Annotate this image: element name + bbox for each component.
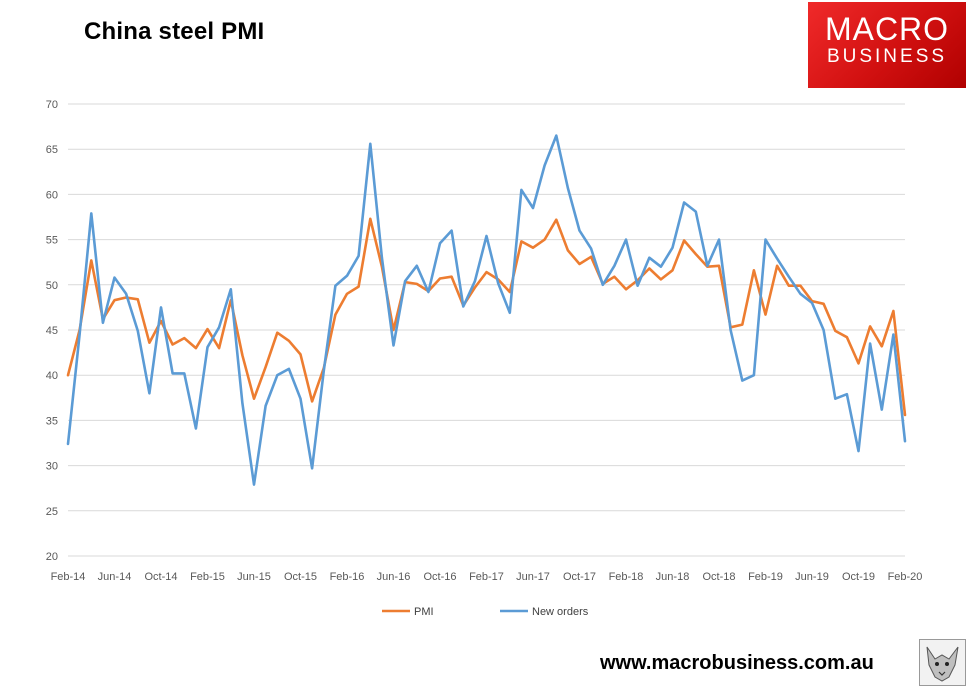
x-tick-label: Feb-19 — [748, 571, 783, 583]
x-tick-label: Oct-18 — [702, 571, 735, 583]
x-tick-label: Jun-17 — [516, 571, 550, 583]
y-axis-tick-labels: 20 25 30 35 40 45 50 55 60 65 70 — [46, 99, 58, 563]
x-tick-label: Feb-14 — [51, 571, 86, 583]
logo-line-business: BUSINESS — [826, 46, 948, 67]
y-tick-label: 20 — [46, 551, 58, 563]
y-tick-label: 40 — [46, 370, 58, 382]
x-tick-label: Oct-17 — [563, 571, 596, 583]
x-tick-label: Jun-15 — [237, 571, 271, 583]
x-tick-label: Jun-18 — [656, 571, 690, 583]
legend-label-pmi: PMI — [414, 606, 434, 618]
x-tick-label: Feb-16 — [330, 571, 365, 583]
wolf-icon — [919, 639, 966, 686]
y-tick-label: 55 — [46, 235, 58, 247]
legend: PMI New orders — [382, 606, 589, 618]
x-tick-label: Feb-20 — [888, 571, 923, 583]
x-tick-label: Oct-16 — [423, 571, 456, 583]
y-tick-label: 35 — [46, 415, 58, 427]
x-tick-label: Oct-19 — [842, 571, 875, 583]
x-tick-label: Oct-14 — [144, 571, 177, 583]
gridlines — [68, 103, 905, 557]
x-tick-label: Jun-19 — [795, 571, 829, 583]
x-tick-label: Feb-15 — [190, 571, 225, 583]
series-line-new-orders — [66, 134, 907, 486]
series-lines — [66, 134, 907, 486]
series-line-pmi — [66, 217, 907, 417]
x-tick-label: Feb-17 — [469, 571, 504, 583]
logo-line-macro: MACRO — [824, 11, 950, 47]
y-tick-label: 70 — [46, 99, 58, 111]
x-axis-tick-labels: Feb-14 Jun-14 Oct-14 Feb-15 Jun-15 Oct-15 Feb-… — [51, 571, 923, 583]
y-tick-label: 30 — [46, 461, 58, 473]
x-tick-label: Jun-14 — [98, 571, 132, 583]
website-url: www.macrobusiness.com.au — [600, 652, 874, 674]
x-tick-label: Jun-16 — [377, 571, 411, 583]
x-tick-label: Feb-18 — [609, 571, 644, 583]
macrobusiness-logo: MACRO BUSINESS — [808, 2, 966, 88]
y-tick-label: 25 — [46, 506, 58, 518]
legend-label-new-orders: New orders — [532, 606, 589, 618]
x-tick-label: Oct-15 — [284, 571, 317, 583]
y-tick-label: 45 — [46, 325, 58, 337]
chart-title: China steel PMI — [84, 18, 265, 45]
y-tick-label: 60 — [46, 189, 58, 201]
y-tick-label: 65 — [46, 144, 58, 156]
y-tick-label: 50 — [46, 280, 58, 292]
